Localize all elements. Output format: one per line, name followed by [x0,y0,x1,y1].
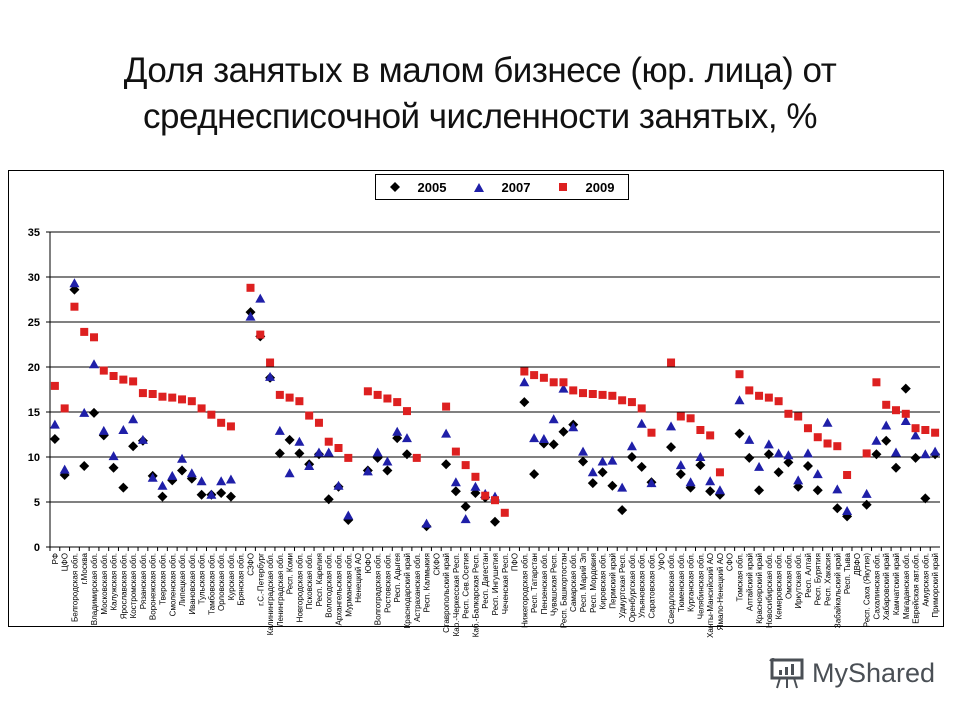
legend-label: 2007 [501,179,531,195]
presentation-board-icon [769,658,804,689]
legend-item-2009: 2009 [558,179,615,195]
watermark-text: MyShared [812,657,936,688]
chart-title-line-1: Доля занятых в малом бизнесе (юр. лица) … [123,51,837,90]
chart-title-line-2: среднесписочной численности занятых, % [143,97,817,136]
chart-legend: 2005 2007 2009 [375,174,629,200]
chart-frame [8,170,944,627]
legend-item-2005: 2005 [389,179,447,195]
legend-label: 2009 [585,179,615,195]
legend-label: 2005 [417,179,447,195]
diamond-marker-icon [389,182,400,192]
triangle-marker-icon [473,183,484,192]
legend-item-2007: 2007 [473,179,531,195]
square-marker-icon [558,183,567,191]
chart-title: Доля занятых в малом бизнесе (юр. лица) … [0,48,960,140]
watermark: MyShared [768,656,935,690]
